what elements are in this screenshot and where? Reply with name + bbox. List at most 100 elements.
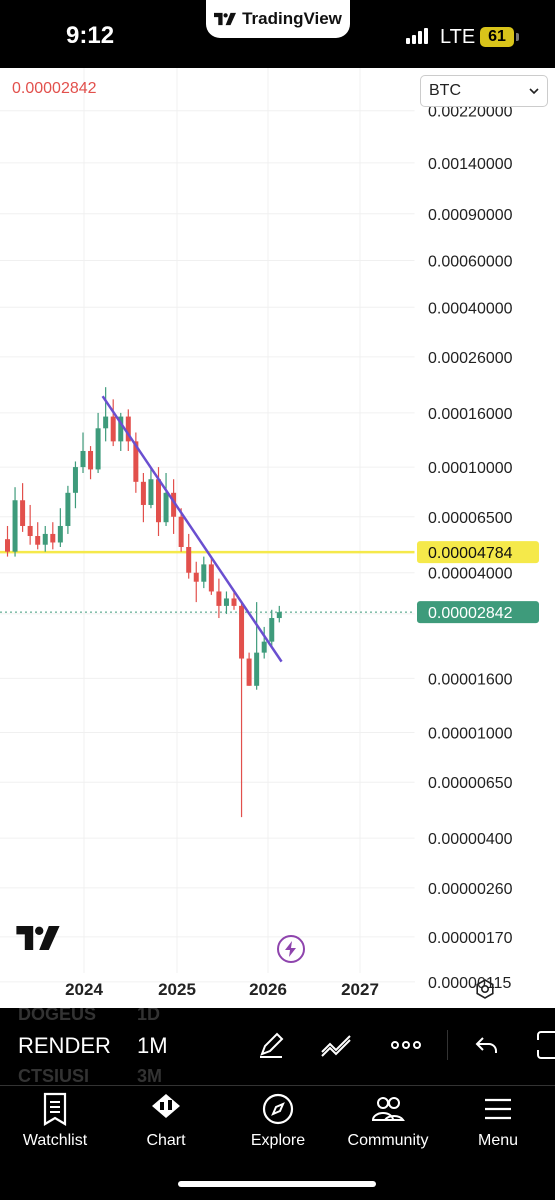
fullscreen-icon[interactable] <box>536 1030 555 1060</box>
nav-explore[interactable]: Explore <box>245 1092 311 1150</box>
candle <box>95 428 101 470</box>
candle <box>5 539 10 552</box>
lightning-button[interactable] <box>277 935 305 963</box>
candle <box>110 416 116 442</box>
nav-chart-label: Chart <box>146 1132 186 1149</box>
candle <box>57 525 63 543</box>
last-price-label <box>417 601 539 624</box>
x-tick-label: 2027 <box>341 980 379 999</box>
nav-menu[interactable]: Menu <box>474 1092 522 1150</box>
trendline <box>101 395 283 663</box>
nav-community[interactable]: Community <box>342 1092 434 1150</box>
y-tick-label: 0.00006500 <box>428 510 513 527</box>
x-tick-label: 2025 <box>158 980 196 999</box>
y-tick-label: 0.00001000 <box>428 726 513 743</box>
interval-selector[interactable]: 1M <box>137 1033 168 1058</box>
chart-icon <box>152 1094 180 1118</box>
candle <box>216 591 222 606</box>
candle <box>208 564 214 592</box>
candle <box>50 533 56 543</box>
candle <box>178 516 184 547</box>
horizontal-line-price-label <box>417 541 539 564</box>
battery-icon: 61 <box>480 27 519 47</box>
candle <box>35 536 41 545</box>
y-tick-label: 0.00000115 <box>428 975 511 992</box>
undo-icon[interactable] <box>473 1030 501 1060</box>
candle <box>276 612 282 619</box>
candle <box>186 547 192 573</box>
y-tick-label: 0.00090000 <box>428 207 513 224</box>
y-tick-label: 0.00220000 <box>428 104 513 121</box>
candle <box>254 652 260 686</box>
interval-prev[interactable]: 1D <box>137 1008 161 1024</box>
candle <box>72 467 78 493</box>
symbol-prev[interactable]: DOGEUS <box>18 1008 97 1024</box>
candle <box>223 598 229 606</box>
candle <box>88 450 94 470</box>
status-bar: 9:12 TradingView LTE 61 <box>0 0 555 68</box>
candle <box>133 441 139 482</box>
pen-icon[interactable] <box>256 1030 286 1060</box>
y-tick-label: 0.00026000 <box>428 350 513 367</box>
candle <box>118 416 124 442</box>
y-tick-label: 0.00000260 <box>428 881 513 898</box>
y-tick-label: 0.00040000 <box>428 300 513 317</box>
candle <box>156 479 161 523</box>
y-tick-label: 0.00004000 <box>428 566 513 583</box>
compass-icon <box>262 1093 294 1125</box>
candle <box>231 598 237 606</box>
candle <box>42 533 48 545</box>
menu-icon <box>485 1098 511 1120</box>
nav-menu-label: Menu <box>477 1132 519 1149</box>
candle <box>163 492 169 523</box>
nav-explore-label: Explore <box>250 1132 306 1149</box>
interval-next[interactable]: 3M <box>137 1066 163 1085</box>
candle <box>261 641 267 653</box>
chart-area[interactable]: 0.00220000 0.00140000 0.00090000 0.00060000… <box>0 68 555 1008</box>
price-chart[interactable]: 0.00220000 0.00140000 0.00090000 0.00060000… <box>0 68 555 1008</box>
nav-community-label: Community <box>347 1132 429 1149</box>
nav-chart[interactable]: Chart <box>138 1092 194 1150</box>
network-type: LTE <box>440 26 476 48</box>
y-tick-label: 0.00016000 <box>428 406 513 423</box>
x-tick-label: 2026 <box>249 980 287 999</box>
y-tick-label: 0.00000170 <box>428 930 513 947</box>
candle <box>171 492 177 517</box>
y-tick-label: 0.00010000 <box>428 460 513 477</box>
candle <box>269 618 275 642</box>
candle <box>148 479 154 505</box>
chevron-down-icon <box>529 88 539 95</box>
price-readout: 0.00002842 <box>12 80 97 97</box>
candle <box>125 416 131 442</box>
tradingview-pill[interactable]: TradingView <box>206 0 350 38</box>
candle <box>80 450 86 468</box>
status-time: 9:12 <box>66 22 115 49</box>
currency-select[interactable]: BTC <box>420 75 548 107</box>
candle <box>140 481 146 505</box>
symbol-selector[interactable]: RENDER <box>18 1033 111 1058</box>
app-name: TradingView <box>242 9 342 28</box>
candle <box>12 500 18 552</box>
horizontal-line-price-text: 0.00004784 <box>428 545 513 562</box>
candle <box>246 658 252 686</box>
last-price-text: 0.00002842 <box>428 605 513 622</box>
candle <box>239 605 245 659</box>
drawing-tools-icon[interactable] <box>320 1030 354 1060</box>
y-tick-label: 0.00001600 <box>428 671 513 688</box>
toolbar-divider <box>447 1030 448 1060</box>
more-icon[interactable] <box>390 1030 422 1060</box>
nav-watchlist-label: Watchlist <box>22 1132 88 1149</box>
tradingview-logo-icon[interactable] <box>16 926 60 950</box>
currency-value: BTC <box>429 82 461 99</box>
nav-watchlist[interactable]: Watchlist <box>19 1092 91 1150</box>
symbol-next[interactable]: CTSIUSI <box>18 1066 90 1085</box>
candle <box>193 572 199 582</box>
tradingview-logo-icon <box>214 12 237 26</box>
candle <box>20 500 26 526</box>
watchlist-icon <box>43 1092 67 1126</box>
chart-settings-icon[interactable] <box>474 978 496 1000</box>
bottom-nav: Watchlist Chart Explore Community Menu <box>0 1085 555 1200</box>
lightning-icon <box>285 941 296 957</box>
candle <box>103 416 109 429</box>
community-icon <box>371 1097 405 1121</box>
